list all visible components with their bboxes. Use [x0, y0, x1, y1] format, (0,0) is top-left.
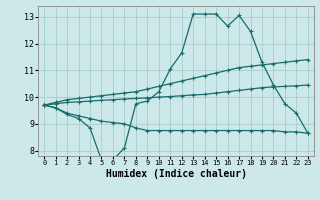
X-axis label: Humidex (Indice chaleur): Humidex (Indice chaleur)	[106, 169, 246, 179]
